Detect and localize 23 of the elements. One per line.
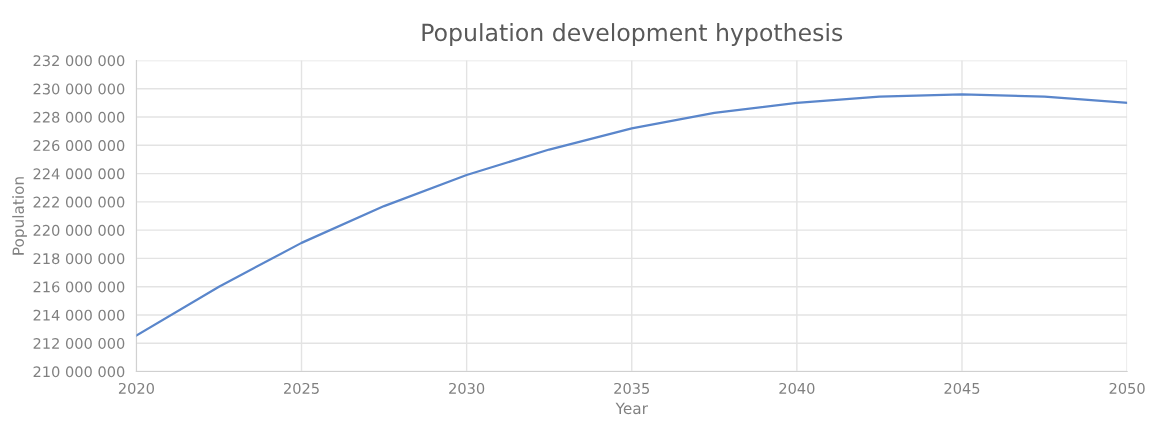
x-tick-label: 2040 xyxy=(779,382,815,394)
y-tick-label: 218 000 000 xyxy=(33,253,125,265)
x-tick-label: 2030 xyxy=(449,382,485,394)
y-tick-label: 212 000 000 xyxy=(33,337,125,349)
x-tick-label: 2035 xyxy=(614,382,650,394)
x-axis-title: Year xyxy=(615,402,648,415)
y-tick-label: 222 000 000 xyxy=(33,196,125,208)
x-tick-label: 2020 xyxy=(118,382,154,394)
y-tick-label: 220 000 000 xyxy=(33,224,125,236)
line-series xyxy=(136,93,1128,337)
y-tick-label: 216 000 000 xyxy=(33,281,125,293)
y-axis-title: Population xyxy=(12,177,27,255)
x-tick-label: 2025 xyxy=(284,382,319,394)
y-tick-label: 232 000 000 xyxy=(33,55,125,67)
y-tick-label: 224 000 000 xyxy=(33,168,125,180)
x-tick-label: 2050 xyxy=(1109,382,1145,394)
y-tick-label: 210 000 000 xyxy=(33,366,125,378)
y-tick-label: 214 000 000 xyxy=(33,309,125,321)
x-tick-label: 2045 xyxy=(944,382,980,394)
chart-title: Population development hypothesis xyxy=(422,23,843,46)
y-tick-label: 228 000 000 xyxy=(33,111,125,123)
y-tick-label: 230 000 000 xyxy=(33,83,125,95)
y-tick-label: 226 000 000 xyxy=(33,140,125,152)
